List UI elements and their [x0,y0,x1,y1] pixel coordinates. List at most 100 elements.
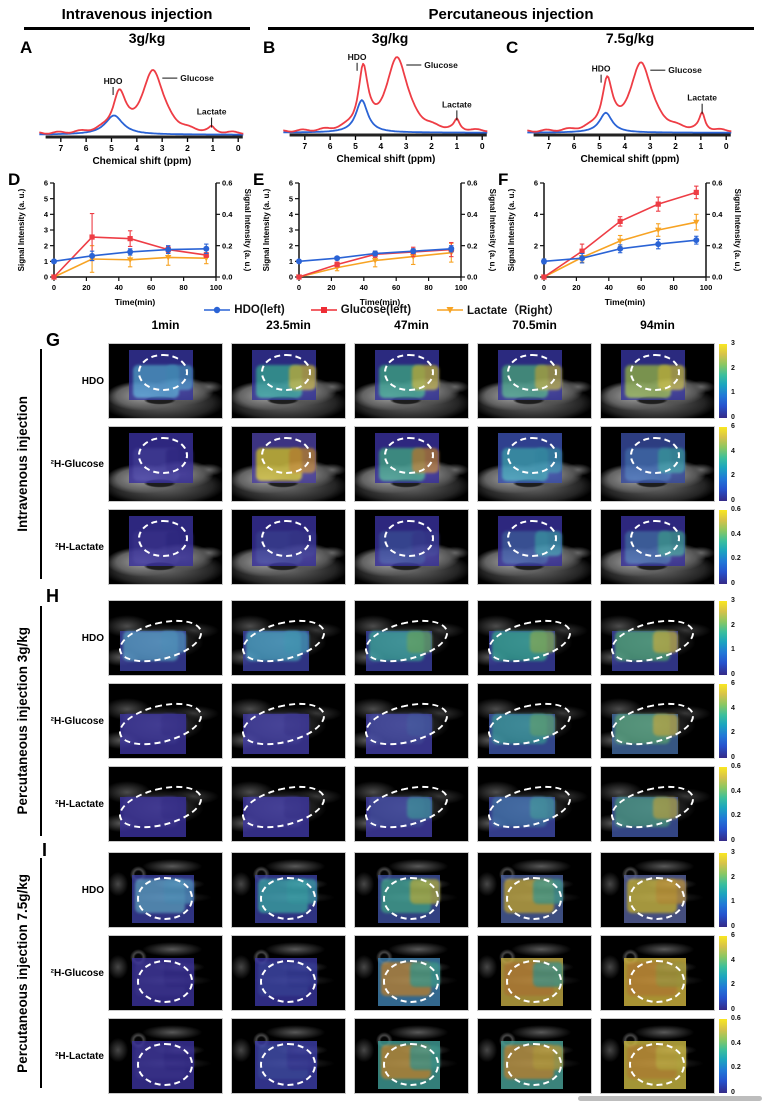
colorbar-tick-label: 4 [731,956,735,964]
mri-cell [108,509,223,585]
svg-text:2: 2 [44,241,48,250]
mri-cell [108,600,223,676]
row-label: ²H-Lactate [55,1050,104,1062]
svg-text:0.6: 0.6 [222,179,232,188]
colorbar [719,767,727,841]
time-label: 23.5min [266,318,311,332]
heatmap-overlay [243,713,309,754]
mri-cell [108,852,223,928]
timecourse-chart-D: 0 1 2 3 4 5 6 0.0 0.2 0.4 0.6 0 20 40 60 80 100 Signal In… [17,179,252,307]
heatmap-patch [283,713,309,736]
section-bracket-line [40,858,42,1088]
mri-cell [600,600,715,676]
colorbar-tick-label: 1 [731,646,735,654]
heatmap-patch [283,796,309,819]
svg-text:4: 4 [534,210,539,219]
colorbar [719,936,727,1010]
svg-text:0: 0 [52,283,56,292]
heatmap-overlay [489,796,555,837]
svg-text:4: 4 [44,210,49,219]
svg-text:HDO: HDO [592,64,611,74]
svg-text:80: 80 [669,283,677,292]
svg-text:Glucose: Glucose [668,65,702,75]
mri-cell [354,852,469,928]
mri-cell [108,766,223,842]
heatmap-overlay [366,713,432,754]
panel-letter-C: C [506,38,519,57]
legend-label: HDO(left) [234,304,285,316]
tumor-roi-dashed-ellipse [629,1043,686,1086]
colorbar-tick-label: 0.6 [731,1015,741,1022]
svg-text:Signal Intensity (a. u.): Signal Intensity (a. u.) [262,188,271,271]
colorbar-tick-label: 3 [731,849,735,856]
colorbar [719,510,727,584]
heatmap-overlay [120,796,186,837]
heatmap-patch [652,796,678,819]
colorbar-tick-label: 0 [731,923,735,930]
mri-cell [231,1018,346,1094]
colorbar-tick-label: 0 [731,497,735,504]
svg-text:Signal Intensity (a. u.): Signal Intensity (a. u.) [507,188,516,271]
svg-text:0.0: 0.0 [712,273,722,282]
mri-cell [477,343,592,419]
mri-cell [477,600,592,676]
svg-text:60: 60 [147,283,155,292]
svg-text:2: 2 [185,143,190,153]
mri-cell [354,935,469,1011]
svg-text:80: 80 [424,283,432,292]
heatmap-overlay [489,630,555,671]
header-percutaneous-underline [268,27,754,30]
svg-text:Glucose: Glucose [180,73,214,83]
mri-cell [231,766,346,842]
svg-text:100: 100 [700,283,713,292]
svg-text:2: 2 [534,241,538,250]
svg-text:20: 20 [327,283,335,292]
colorbar [719,344,727,418]
time-label: 70.5min [512,318,557,332]
svg-text:7: 7 [58,143,63,153]
tumor-roi-dashed-ellipse [630,520,680,557]
colorbar-tick-label: 0 [731,1006,735,1013]
mri-cell [477,935,592,1011]
svg-text:0.6: 0.6 [467,179,477,188]
svg-text:40: 40 [605,283,613,292]
colorbar-tick-label: 3 [731,597,735,604]
dose-label-B: 3g/kg [371,30,409,46]
mri-cell [600,683,715,759]
heatmap-patch [160,713,186,736]
svg-text:HDO: HDO [104,76,123,86]
row-label: ²H-Lactate [55,541,104,553]
mri-cell [477,683,592,759]
colorbar-tick-label: 1 [731,898,735,906]
tumor-roi-dashed-ellipse [383,1043,440,1086]
svg-text:5: 5 [109,143,114,153]
colorbar-tick-label: 0.2 [731,555,741,563]
svg-text:Lactate: Lactate [687,93,717,103]
tumor-roi-dashed-ellipse [261,520,311,557]
section-title-I: Percutaneous injection 7.5g/kg [8,852,36,1094]
row-label: HDO [81,375,104,387]
tumor-roi-dashed-ellipse [137,877,194,920]
mri-cell [600,1018,715,1094]
section-letter-H: H [46,586,59,606]
heatmap-overlay [612,796,678,837]
timecourse-chart-F: 0 2 4 6 0.0 0.2 0.4 0.6 0 20 40 60 80 100 Signal Inten… [507,179,742,307]
tumor-roi-dashed-ellipse [629,960,686,1003]
spectrum-A: 7 6 5 4 3 2 1 0 Chemical shift (ppm) HDO Glucose La… [39,69,244,167]
colorbar-tick-label: 6 [731,932,735,939]
mri-cell [231,343,346,419]
svg-text:7: 7 [546,141,551,151]
mri-cell [108,343,223,419]
tumor-roi-dashed-ellipse [138,520,188,557]
svg-text:7: 7 [302,141,307,151]
svg-text:0: 0 [534,273,538,282]
svg-text:3: 3 [404,141,409,151]
svg-text:Lactate: Lactate [197,107,227,117]
tumor-roi-dashed-ellipse [137,960,194,1003]
heatmap-patch [529,796,555,819]
svg-text:0: 0 [289,273,293,282]
tumor-roi-dashed-ellipse [383,960,440,1003]
mri-cell [600,852,715,928]
colorbar-tick-label: 0 [731,837,735,844]
